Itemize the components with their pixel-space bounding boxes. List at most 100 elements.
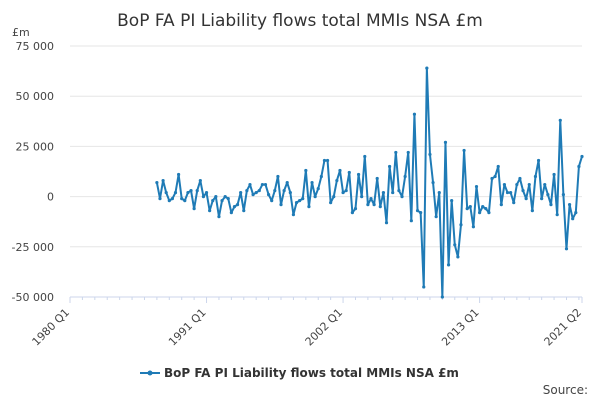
data-point[interactable] <box>263 182 268 187</box>
data-point[interactable] <box>353 207 358 211</box>
data-point[interactable] <box>347 170 351 175</box>
data-point[interactable] <box>502 182 507 187</box>
data-point[interactable] <box>446 263 451 267</box>
data-point[interactable] <box>285 180 289 185</box>
data-point[interactable] <box>515 182 519 187</box>
data-point[interactable] <box>419 211 423 215</box>
data-point[interactable] <box>270 199 274 203</box>
data-point[interactable] <box>183 199 187 203</box>
data-point[interactable] <box>220 199 224 203</box>
data-point[interactable] <box>245 188 249 193</box>
data-point[interactable] <box>301 197 305 201</box>
data-point[interactable] <box>412 112 417 116</box>
data-point[interactable] <box>375 176 379 181</box>
data-point[interactable] <box>552 172 556 177</box>
data-point[interactable] <box>254 190 258 195</box>
data-point[interactable] <box>319 174 323 179</box>
data-point[interactable] <box>260 182 264 187</box>
data-point[interactable] <box>484 207 488 211</box>
data-point[interactable] <box>307 205 311 209</box>
data-point[interactable] <box>341 190 345 195</box>
data-point[interactable] <box>558 118 562 122</box>
data-point[interactable] <box>388 164 392 169</box>
data-point[interactable] <box>425 66 429 70</box>
data-point[interactable] <box>167 199 171 203</box>
data-point[interactable] <box>450 199 454 203</box>
data-point[interactable] <box>170 197 174 201</box>
data-point[interactable] <box>223 195 227 199</box>
data-point[interactable] <box>459 223 463 227</box>
data-point[interactable] <box>512 201 516 205</box>
data-point[interactable] <box>325 158 330 163</box>
data-point[interactable] <box>356 172 361 177</box>
data-point[interactable] <box>549 203 553 207</box>
data-point[interactable] <box>546 192 550 197</box>
data-point[interactable] <box>294 201 299 205</box>
data-point[interactable] <box>443 140 448 144</box>
data-point[interactable] <box>329 201 333 205</box>
data-point[interactable] <box>403 174 407 179</box>
data-point[interactable] <box>173 190 178 195</box>
data-point[interactable] <box>360 195 364 199</box>
data-point[interactable] <box>499 203 503 207</box>
data-point[interactable] <box>487 211 491 215</box>
data-point[interactable] <box>524 197 528 201</box>
data-point[interactable] <box>478 211 482 215</box>
data-point[interactable] <box>378 205 382 209</box>
data-point[interactable] <box>279 203 283 207</box>
data-point[interactable] <box>580 154 584 159</box>
data-point[interactable] <box>177 172 181 177</box>
data-point[interactable] <box>316 186 320 191</box>
data-point[interactable] <box>496 164 500 169</box>
data-point[interactable] <box>180 197 184 201</box>
data-point[interactable] <box>155 180 159 185</box>
data-point[interactable] <box>567 203 572 207</box>
data-point[interactable] <box>571 217 575 221</box>
data-point[interactable] <box>282 188 286 193</box>
data-point[interactable] <box>381 190 386 195</box>
data-point[interactable] <box>298 199 302 203</box>
data-point[interactable] <box>440 295 444 299</box>
data-point[interactable] <box>338 168 342 173</box>
data-point[interactable] <box>273 188 277 193</box>
data-point[interactable] <box>428 152 432 157</box>
data-point[interactable] <box>555 213 559 217</box>
data-point[interactable] <box>335 178 339 183</box>
data-point[interactable] <box>366 203 370 207</box>
data-point[interactable] <box>192 207 196 211</box>
data-point[interactable] <box>406 150 410 155</box>
data-point[interactable] <box>229 211 233 215</box>
data-point[interactable] <box>239 190 243 195</box>
data-point[interactable] <box>394 150 398 155</box>
data-point[interactable] <box>344 188 348 193</box>
data-point[interactable] <box>397 188 401 193</box>
data-point[interactable] <box>437 190 441 195</box>
data-point[interactable] <box>462 148 466 153</box>
data-point[interactable] <box>257 188 261 193</box>
data-point[interactable] <box>232 205 237 209</box>
data-point[interactable] <box>431 180 435 185</box>
legend[interactable]: BoP FA PI Liability flows total MMIs NSA… <box>140 366 459 380</box>
data-point[interactable] <box>468 205 472 209</box>
data-point[interactable] <box>490 176 494 181</box>
data-point[interactable] <box>561 192 565 197</box>
data-point[interactable] <box>304 168 308 173</box>
data-point[interactable] <box>276 174 280 179</box>
data-point[interactable] <box>564 247 569 251</box>
data-point[interactable] <box>332 195 336 199</box>
data-point[interactable] <box>310 180 314 185</box>
data-point[interactable] <box>266 192 271 197</box>
data-point[interactable] <box>363 154 367 159</box>
data-point[interactable] <box>509 190 513 195</box>
data-point[interactable] <box>322 158 327 163</box>
data-point[interactable] <box>533 174 538 179</box>
data-point[interactable] <box>543 182 547 187</box>
data-point[interactable] <box>391 190 395 195</box>
data-point[interactable] <box>409 219 413 223</box>
data-point[interactable] <box>248 182 252 187</box>
data-point[interactable] <box>251 192 255 197</box>
data-point[interactable] <box>201 195 206 199</box>
data-point[interactable] <box>384 221 389 225</box>
data-point[interactable] <box>518 176 522 181</box>
data-point[interactable] <box>313 195 317 199</box>
